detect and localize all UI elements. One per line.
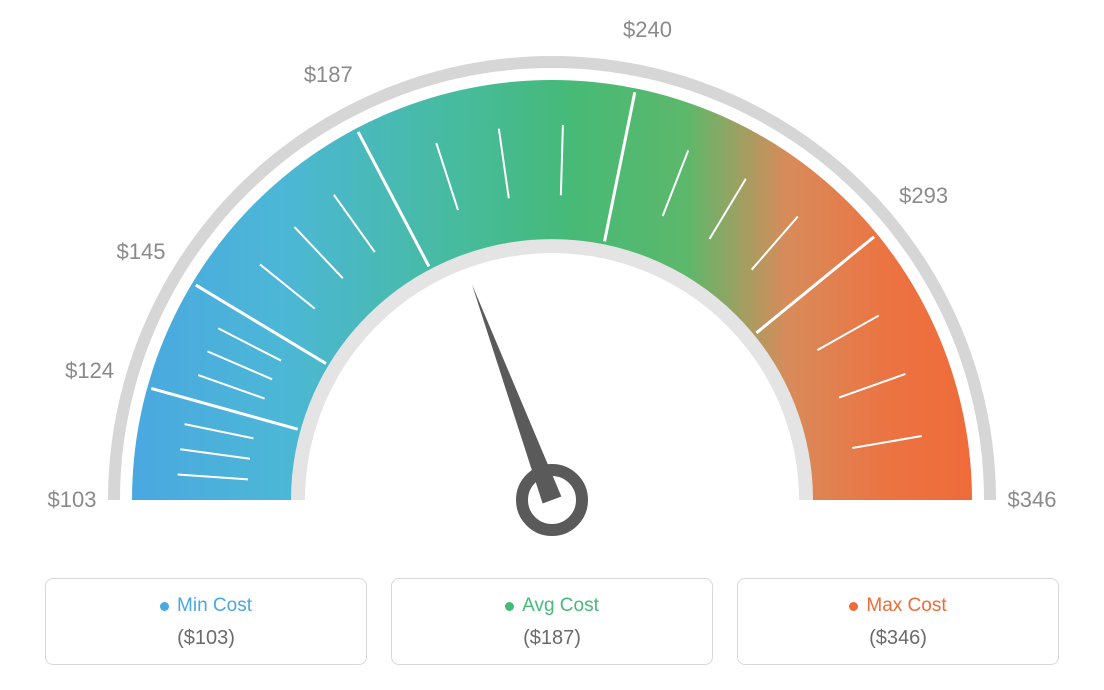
legend-value-avg: ($187): [404, 627, 700, 650]
legend-card-min: Min Cost ($103): [45, 578, 367, 665]
gauge-tick-label: $346: [1008, 487, 1057, 513]
legend-row: Min Cost ($103) Avg Cost ($187) Max Cost…: [45, 578, 1059, 665]
gauge-area: $103 $124 $145 $187 $240 $293 $346: [0, 0, 1104, 560]
legend-dot-min: [160, 602, 169, 611]
legend-card-max: Max Cost ($346): [737, 578, 1059, 665]
gauge-tick-label: $124: [65, 358, 114, 384]
legend-label-row-avg: Avg Cost: [404, 595, 700, 617]
gauge-tick-label: $187: [304, 62, 353, 88]
legend-label-min: Min Cost: [177, 595, 252, 617]
legend-value-min: ($103): [58, 627, 354, 650]
gauge-tick-label: $145: [117, 239, 166, 265]
legend-dot-max: [849, 602, 858, 611]
gauge-tick-label: $103: [48, 487, 97, 513]
gauge-svg: [0, 0, 1104, 560]
legend-label-max: Max Cost: [866, 595, 946, 617]
gauge-tick-label: $293: [899, 183, 948, 209]
legend-dot-avg: [505, 602, 514, 611]
legend-value-max: ($346): [750, 627, 1046, 650]
legend-label-row-max: Max Cost: [750, 595, 1046, 617]
legend-label-avg: Avg Cost: [522, 595, 599, 617]
gauge-chart-container: $103 $124 $145 $187 $240 $293 $346 Min Cost ($…: [0, 0, 1104, 690]
gauge-tick-label: $240: [623, 17, 672, 43]
legend-label-row-min: Min Cost: [58, 595, 354, 617]
legend-card-avg: Avg Cost ($187): [391, 578, 713, 665]
